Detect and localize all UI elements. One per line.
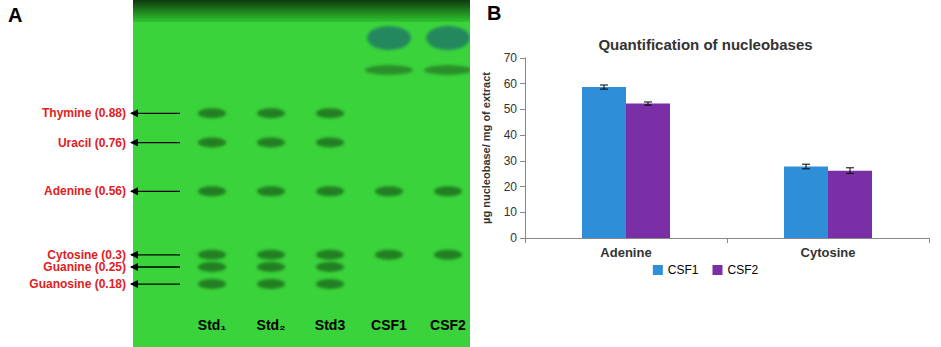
svg-text:40: 40 [504,128,518,142]
svg-text:Adenine (0.56): Adenine (0.56) [44,184,126,198]
svg-text:Guanine (0.25): Guanine (0.25) [43,260,126,274]
svg-text:20: 20 [504,180,518,194]
html-text:B: B [487,2,502,24]
svg-text:CSF2: CSF2 [430,317,466,333]
svg-text:Thymine (0.88): Thymine (0.88) [42,106,126,120]
svg-text:CSF2: CSF2 [728,263,759,277]
svg-text:Uracil (0.76): Uracil (0.76) [58,136,126,150]
svg-text:50: 50 [504,102,518,116]
svg-text:60: 60 [504,77,518,91]
svg-text:70: 70 [504,51,518,65]
svg-text:Std3: Std3 [315,317,346,333]
svg-text:30: 30 [504,154,518,168]
svg-text:Adenine: Adenine [600,245,651,260]
svg-text:Quantification of nucleobases: Quantification of nucleobases [598,36,812,53]
svg-text:A: A [8,4,22,26]
svg-text:Cytosine (0.3): Cytosine (0.3) [47,247,126,262]
svg-text:0: 0 [510,231,517,245]
svg-text:CSF1: CSF1 [668,263,699,277]
svg-text:µg nucleobase/ mg of extract: µg nucleobase/ mg of extract [480,72,492,224]
svg-text:Std₂: Std₂ [257,317,286,333]
svg-text:Guanosine (0.18): Guanosine (0.18) [29,277,126,291]
svg-text:10: 10 [504,205,518,219]
svg-text:CSF1: CSF1 [371,317,407,333]
svg-text:Cytosine: Cytosine [801,245,856,260]
svg-text:Std₁: Std₁ [198,317,227,333]
